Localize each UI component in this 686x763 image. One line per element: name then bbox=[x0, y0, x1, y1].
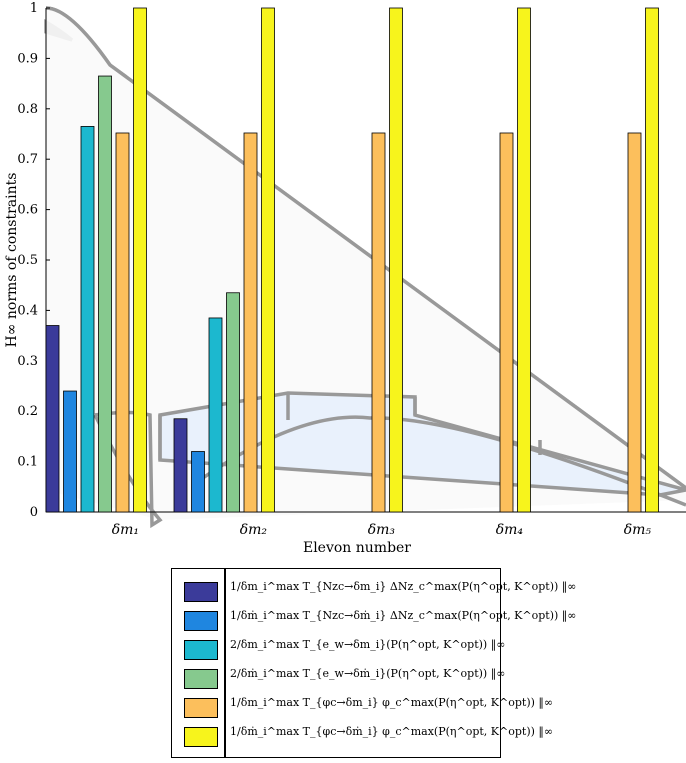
y-tick-label: 0.6 bbox=[17, 203, 38, 218]
bar-1-series-1 bbox=[45, 325, 60, 513]
x-tick-label: δm₁ bbox=[112, 522, 139, 538]
bar-1-series-6 bbox=[133, 7, 147, 513]
bar-1-series-4 bbox=[98, 75, 112, 513]
y-tick-label: 0.1 bbox=[17, 455, 38, 470]
bar-2-series-1 bbox=[173, 418, 188, 513]
legend-entry: 1/δṁ_i^max T_{Nzc→δṁ_i} ΔNz_c^max(P(η^op… bbox=[172, 606, 576, 636]
legend-norm-bar-left bbox=[224, 569, 226, 757]
bar-1-series-2 bbox=[63, 390, 77, 513]
legend-label: 2/δm_i^max T_{e_w→δm_i}(P(η^opt, K^opt))… bbox=[230, 638, 506, 651]
legend-swatch bbox=[184, 669, 218, 689]
legend-entry: 1/δṁ_i^max T_{φc→δṁ_i} φ_c^max(P(η^opt, … bbox=[172, 722, 553, 752]
y-tick-label: 0.4 bbox=[17, 303, 38, 318]
bar-5-series-6 bbox=[645, 7, 659, 513]
legend-label: 1/δm_i^max T_{φc→δm_i} φ_c^max(P(η^opt, … bbox=[230, 696, 554, 709]
y-tick-label: 0.2 bbox=[17, 404, 38, 419]
bar-4-series-6 bbox=[517, 7, 531, 513]
y-tick-labels: 0 0.1 0.2 0.3 0.4 0.5 0.6 0.7 0.8 0.9 1 bbox=[17, 1, 50, 520]
bar-4-series-5 bbox=[499, 132, 514, 513]
legend: 1/δm_i^max T_{Nzc→δm_i} ΔNz_c^max(P(η^op… bbox=[171, 568, 576, 758]
y-axis-label: H∞ norms of constraints bbox=[4, 173, 20, 348]
y-tick-label: 0.8 bbox=[17, 102, 38, 117]
y-tick-label: 0.5 bbox=[17, 253, 38, 268]
bar-2-series-3 bbox=[208, 317, 223, 513]
bar-1-series-3 bbox=[80, 126, 95, 513]
legend-swatch bbox=[184, 698, 218, 718]
legend-entry: 1/δm_i^max T_{φc→δm_i} φ_c^max(P(η^opt, … bbox=[172, 693, 553, 723]
x-axis-label: Elevon number bbox=[303, 540, 411, 556]
x-tick-labels: δm₁ δm₂ δm₃ δm₄ δm₅ bbox=[112, 522, 652, 538]
legend-entry: 2/δm_i^max T_{e_w→δm_i}(P(η^opt, K^opt))… bbox=[172, 635, 505, 665]
y-tick-label: 0.9 bbox=[17, 51, 38, 66]
bar-2-series-2 bbox=[191, 451, 205, 513]
x-tick-label: δm₄ bbox=[496, 522, 524, 538]
legend-swatch bbox=[184, 640, 218, 660]
legend-swatch bbox=[184, 727, 218, 747]
bar-2-series-5 bbox=[243, 132, 258, 513]
bar-chart: 00.10.20.30.40.50.60.70.80.91 δm₁ δm₂ δm₃ δ… bbox=[4, 1, 686, 556]
x-tick-label: δm₂ bbox=[240, 522, 268, 538]
y-tick-label: 0.3 bbox=[17, 354, 38, 369]
y-tick-label: 0 bbox=[30, 505, 38, 520]
bar-5-series-5 bbox=[627, 132, 642, 513]
bar-3-series-5 bbox=[371, 132, 386, 513]
bar-3-series-6 bbox=[389, 7, 403, 513]
x-tick-label: δm₃ bbox=[368, 522, 396, 538]
legend-label: 1/δm_i^max T_{Nzc→δm_i} ΔNz_c^max(P(η^op… bbox=[230, 580, 577, 593]
legend-swatch bbox=[184, 611, 218, 631]
legend-label: 2/δṁ_i^max T_{e_w→δṁ_i}(P(η^opt, K^opt))… bbox=[230, 667, 506, 680]
bars bbox=[45, 7, 659, 513]
y-tick-label: 1 bbox=[30, 1, 38, 16]
y-tick-label: 0.7 bbox=[17, 152, 38, 167]
legend-label: 1/δṁ_i^max T_{φc→δṁ_i} φ_c^max(P(η^opt, … bbox=[230, 725, 554, 738]
legend-entry: 1/δm_i^max T_{Nzc→δm_i} ΔNz_c^max(P(η^op… bbox=[172, 577, 576, 607]
bar-2-series-6 bbox=[261, 7, 275, 513]
bar-2-series-4 bbox=[226, 292, 240, 513]
legend-swatch bbox=[184, 582, 218, 602]
legend-entry: 2/δṁ_i^max T_{e_w→δṁ_i}(P(η^opt, K^opt))… bbox=[172, 664, 505, 694]
x-tick-label: δm₅ bbox=[624, 522, 652, 538]
bar-1-series-5 bbox=[115, 132, 130, 513]
legend-label: 1/δṁ_i^max T_{Nzc→δṁ_i} ΔNz_c^max(P(η^op… bbox=[230, 609, 577, 622]
